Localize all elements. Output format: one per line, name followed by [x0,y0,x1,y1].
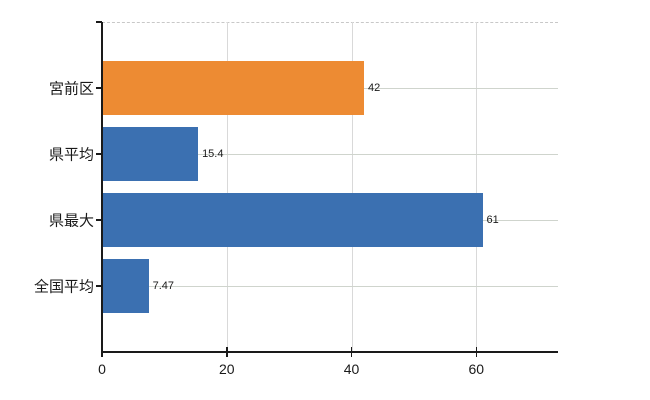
gridline-vertical [351,22,353,352]
gridline-vertical [476,22,478,352]
plot-top-border [102,22,558,23]
x-axis-tick [226,347,228,357]
x-axis-tick [350,347,353,357]
y-axis-tick [96,153,102,155]
x-axis-tick-label: 40 [343,361,360,377]
bar-value-label: 15.4 [202,148,224,160]
y-axis-tick [96,219,102,221]
y-axis-category-label: 全国平均 [33,278,94,296]
gridline-horizontal [102,286,558,287]
bar-value-label: 42 [367,82,381,94]
y-axis-category-label: 県平均 [48,146,94,164]
bar [102,259,149,313]
x-axis-tick-label: 20 [218,361,235,377]
x-axis-tick-label: 0 [98,361,106,377]
y-axis-tick [96,87,102,89]
bar-value-label: 7.47 [152,280,175,292]
y-axis-line [101,22,103,357]
y-axis-tick [96,285,102,287]
x-axis-tick [475,347,478,357]
bar [102,193,483,247]
y-axis-category-label: 宮前区 [48,80,94,98]
y-axis-tick [96,21,102,23]
x-axis-tick-label: 60 [468,361,485,377]
x-axis-line [102,351,558,353]
gridline-vertical [226,22,228,352]
bar [102,61,364,115]
y-axis-category-label: 県最大 [48,212,94,230]
gridline-horizontal [102,154,558,155]
bar [102,127,199,181]
bar-value-label: 61 [486,214,499,226]
